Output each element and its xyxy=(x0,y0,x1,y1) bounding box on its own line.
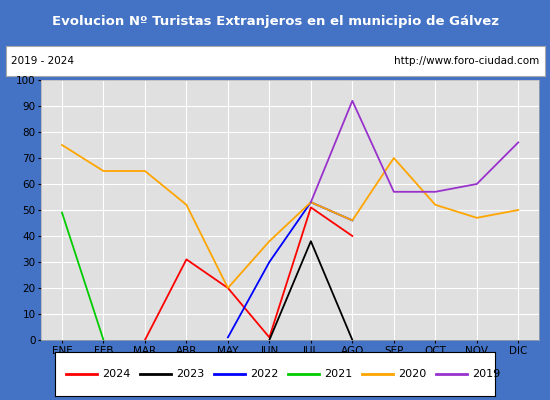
Text: 2021: 2021 xyxy=(324,369,353,379)
Text: 2024: 2024 xyxy=(102,369,131,379)
Text: 2023: 2023 xyxy=(176,369,205,379)
Text: 2020: 2020 xyxy=(398,369,426,379)
Text: Evolucion Nº Turistas Extranjeros en el municipio de Gálvez: Evolucion Nº Turistas Extranjeros en el … xyxy=(52,16,498,28)
Text: 2022: 2022 xyxy=(250,369,278,379)
Text: 2019: 2019 xyxy=(472,369,500,379)
Text: 2019 - 2024: 2019 - 2024 xyxy=(11,56,74,66)
Text: http://www.foro-ciudad.com: http://www.foro-ciudad.com xyxy=(394,56,539,66)
